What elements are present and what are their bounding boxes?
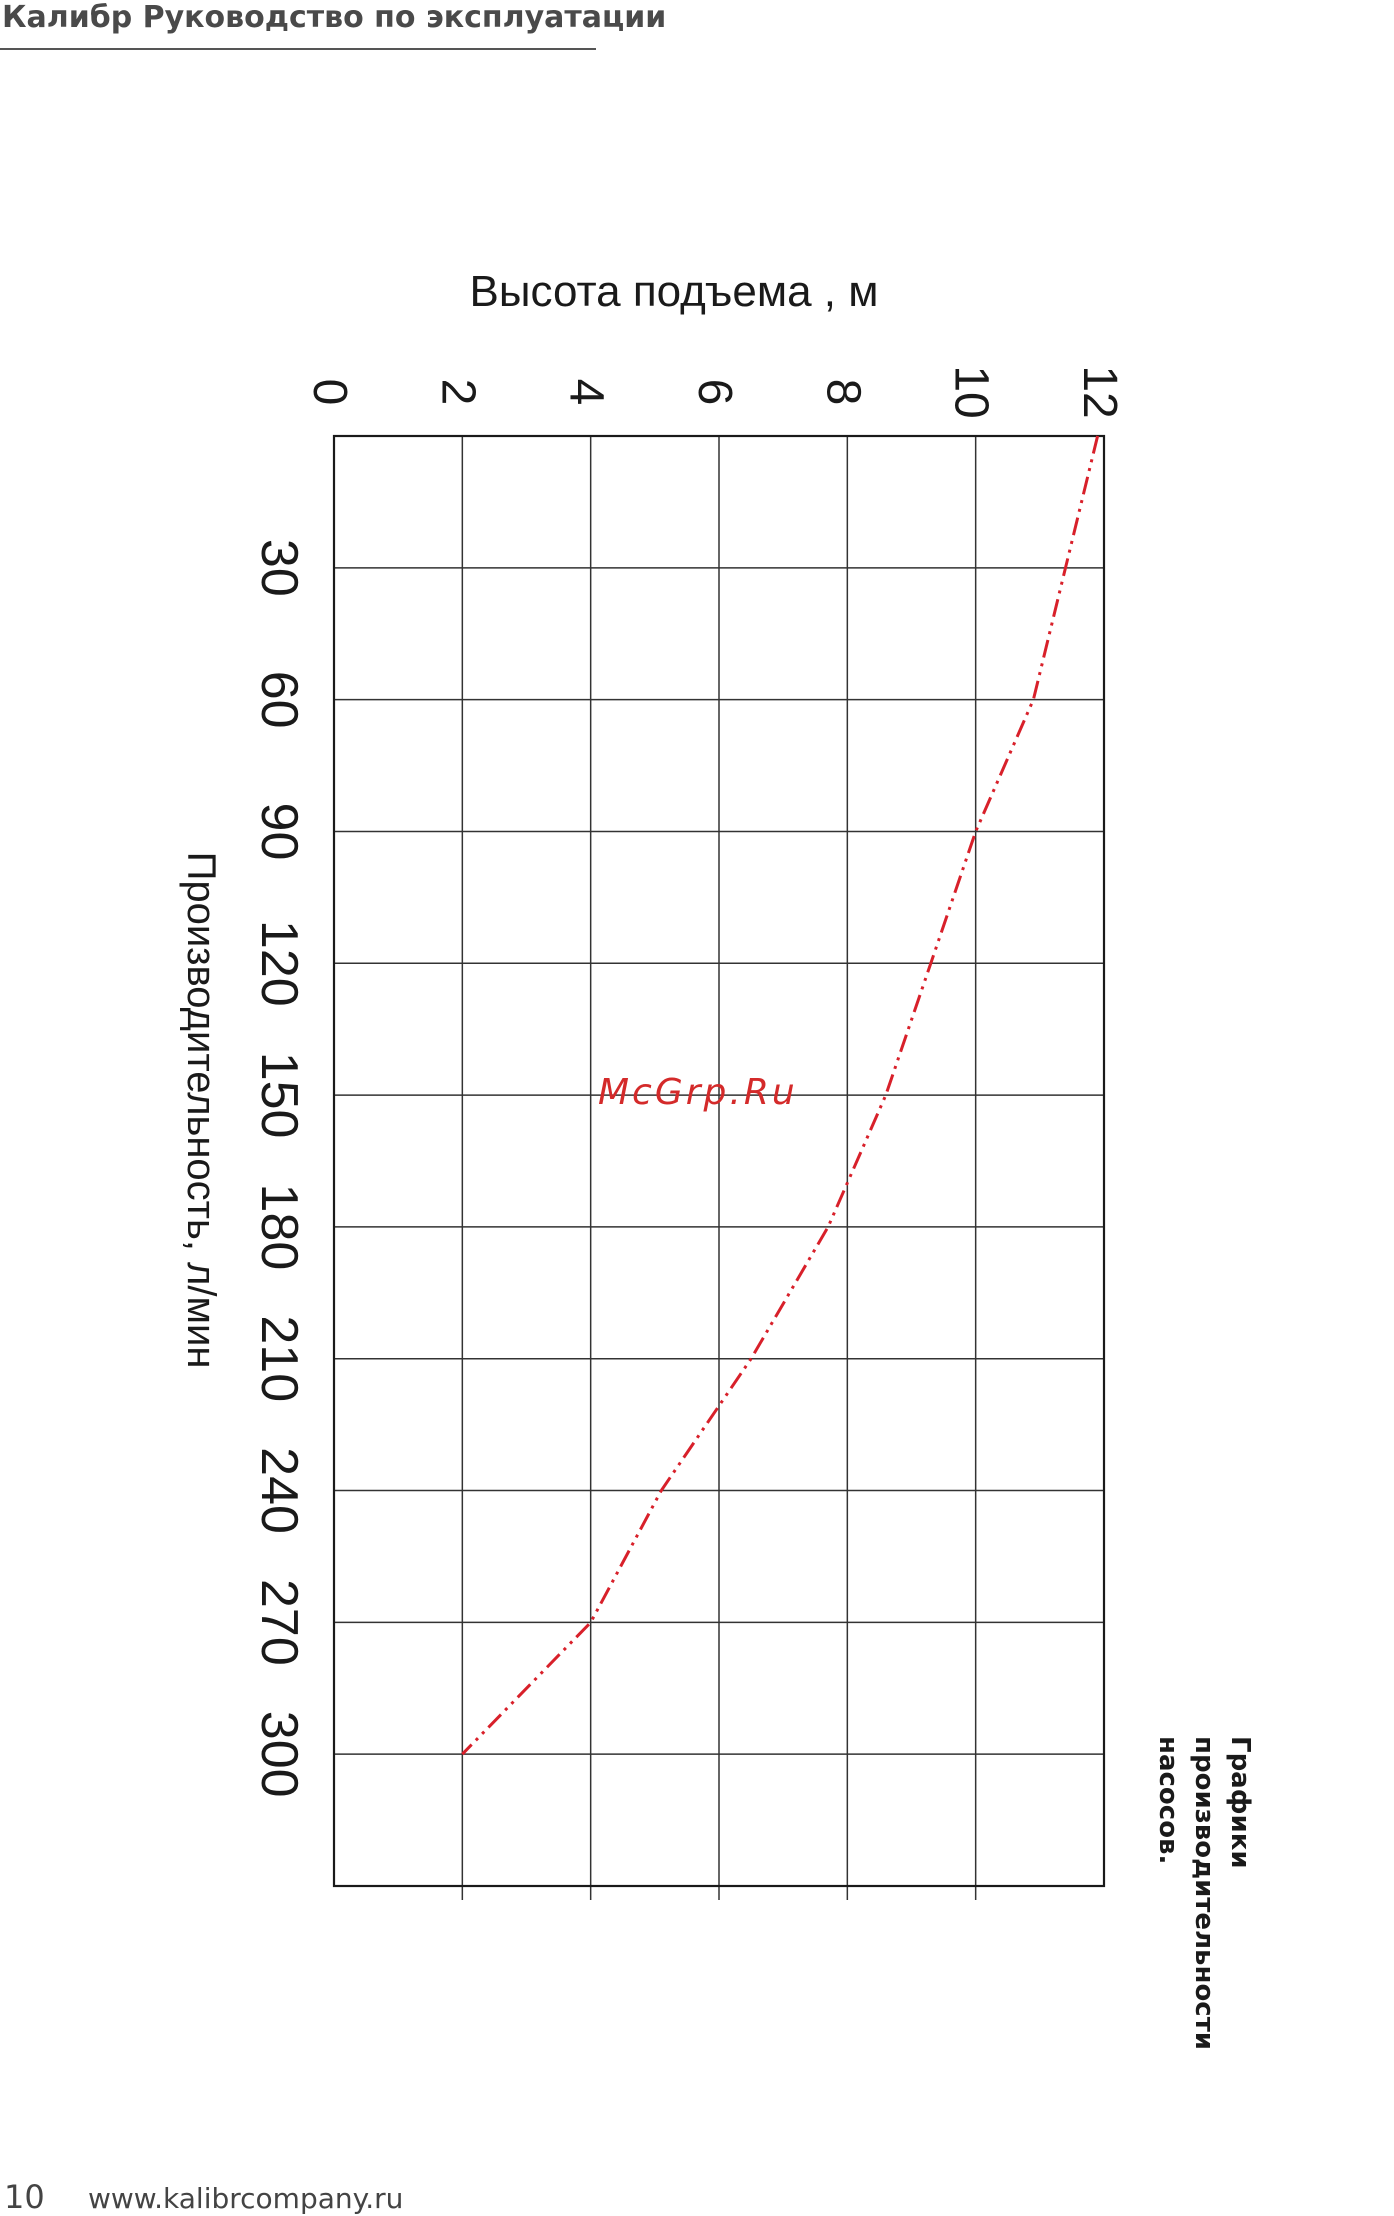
- flow-tick-label: 60: [250, 671, 308, 729]
- height-tick-label: 6: [688, 379, 741, 406]
- flow-tick-label: 120: [250, 920, 308, 1007]
- performance-curve: [461, 435, 1100, 1756]
- plot-frame: [332, 434, 1106, 1888]
- footer-url: www.kalibrcompany.ru: [88, 2182, 404, 2215]
- y-axis-label: Высота подъема , м: [470, 267, 879, 316]
- watermark: McGrp.Ru: [598, 1072, 798, 1113]
- chart-series: [461, 435, 1100, 1756]
- height-tick-label: 0: [303, 379, 356, 406]
- page-header-title: Калибр Руководство по эксплуатации: [2, 0, 667, 35]
- height-tick-label: 12: [1073, 365, 1126, 418]
- chart-tick-labels: 0 2 4 6 8 10 12 30 60 90 120 150 180 210 240 270 300: [250, 365, 1126, 1797]
- height-tick-label: 2: [431, 379, 484, 406]
- chart-grid: [334, 436, 1104, 1900]
- flow-tick-label: 210: [250, 1315, 308, 1402]
- caption-line-2: производительности: [1189, 1736, 1219, 2051]
- page-number: 10: [4, 2178, 45, 2216]
- height-tick-label: 8: [816, 379, 869, 406]
- flow-tick-label: 30: [250, 539, 308, 597]
- flow-tick-label: 270: [250, 1579, 308, 1666]
- flow-tick-label: 300: [250, 1711, 308, 1798]
- caption-line-1: Графики: [1225, 1736, 1255, 1869]
- flow-tick-label: 180: [250, 1184, 308, 1271]
- caption-line-3: насосов.: [1153, 1736, 1183, 1865]
- flow-tick-label: 240: [250, 1447, 308, 1534]
- flow-tick-label: 150: [250, 1052, 308, 1139]
- flow-tick-label: 90: [250, 803, 308, 861]
- height-tick-label: 10: [945, 365, 998, 418]
- height-tick-label: 4: [560, 379, 613, 406]
- x-axis-label: Производительность, л/мин: [179, 852, 223, 1369]
- header-divider: [0, 48, 596, 50]
